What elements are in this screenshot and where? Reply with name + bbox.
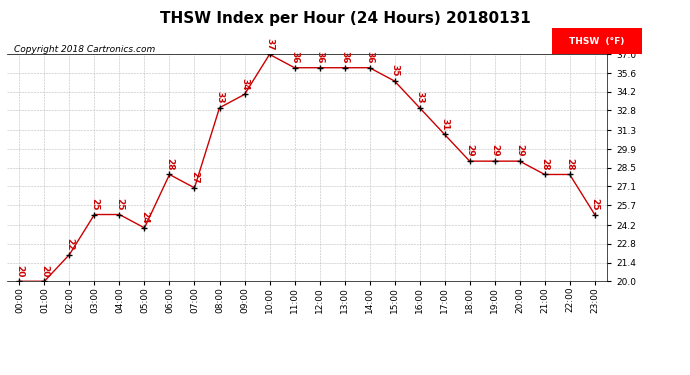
Text: 29: 29 <box>515 144 524 157</box>
Text: 25: 25 <box>90 198 99 210</box>
Text: 28: 28 <box>540 158 549 170</box>
Text: 35: 35 <box>390 64 399 77</box>
Text: 29: 29 <box>465 144 474 157</box>
Text: THSW Index per Hour (24 Hours) 20180131: THSW Index per Hour (24 Hours) 20180131 <box>159 11 531 26</box>
Text: 36: 36 <box>315 51 324 63</box>
Text: 37: 37 <box>265 38 274 50</box>
Text: 36: 36 <box>340 51 349 63</box>
Text: 27: 27 <box>190 171 199 184</box>
Text: 36: 36 <box>365 51 374 63</box>
Text: Copyright 2018 Cartronics.com: Copyright 2018 Cartronics.com <box>14 45 155 54</box>
Text: 25: 25 <box>590 198 599 210</box>
Text: 34: 34 <box>240 78 249 90</box>
Text: 24: 24 <box>140 211 149 224</box>
Text: 20: 20 <box>40 265 49 277</box>
Text: 25: 25 <box>115 198 124 210</box>
Text: 31: 31 <box>440 118 449 130</box>
Text: 33: 33 <box>415 91 424 104</box>
Text: THSW  (°F): THSW (°F) <box>569 37 624 46</box>
Text: 28: 28 <box>565 158 574 170</box>
Text: 36: 36 <box>290 51 299 63</box>
Text: 33: 33 <box>215 91 224 104</box>
Text: 29: 29 <box>490 144 499 157</box>
Text: 20: 20 <box>15 265 24 277</box>
Text: 28: 28 <box>165 158 174 170</box>
Text: 22: 22 <box>65 238 74 250</box>
